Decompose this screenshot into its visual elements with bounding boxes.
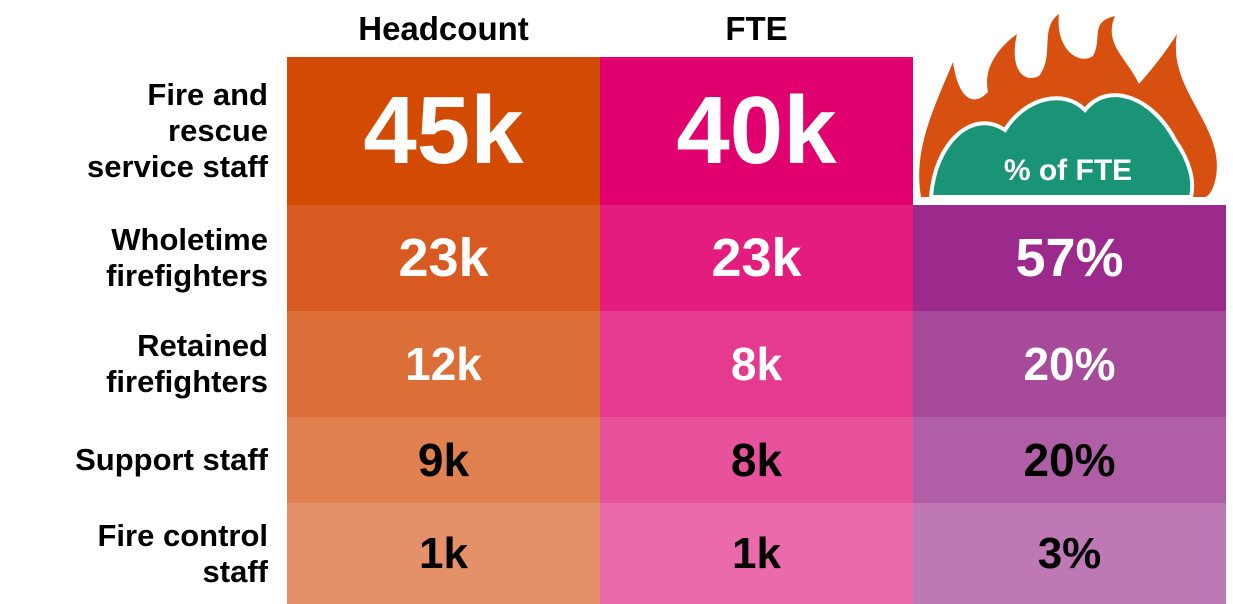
value-cell: 1k xyxy=(600,503,913,604)
label-line: Wholetime xyxy=(111,222,268,257)
row-label: Retained firefighters xyxy=(0,311,268,417)
row-label: Support staff xyxy=(0,417,268,503)
percent-header: % of FTE xyxy=(1004,154,1132,187)
value-cell: 8k xyxy=(600,311,913,417)
column-header: Headcount xyxy=(358,9,529,47)
value-cell: 3% xyxy=(913,503,1226,604)
label-line: firefighters xyxy=(106,258,268,293)
label-line: Support staff xyxy=(75,442,268,477)
flame-base xyxy=(928,93,1195,199)
value-cell: 23k xyxy=(287,205,600,311)
label-line: Fire and xyxy=(147,77,268,112)
label-line: rescue xyxy=(168,113,268,148)
value-cell: 20% xyxy=(913,311,1226,417)
row-label: Fire control staff xyxy=(0,503,268,604)
value-cell: 1k xyxy=(287,503,600,604)
row-label: Wholetime firefighters xyxy=(0,205,268,311)
value-cell: 20% xyxy=(913,417,1226,503)
value-cell: 40k xyxy=(600,57,913,205)
value-cell: 23k xyxy=(600,205,913,311)
label-line: firefighters xyxy=(106,364,268,399)
value-cell: 9k xyxy=(287,417,600,503)
label-line: Retained xyxy=(137,328,268,363)
label-line: Fire control xyxy=(97,517,268,553)
value-cell: 12k xyxy=(287,311,600,417)
label-line: staff xyxy=(202,553,268,589)
value-cell: 8k xyxy=(600,417,913,503)
flame-icon: % of FTE xyxy=(919,14,1217,199)
label-line: service staff xyxy=(87,149,268,184)
column-header: FTE xyxy=(725,9,788,47)
row-label: Fire and rescue service staff xyxy=(0,57,268,205)
value-cell: 45k xyxy=(287,57,600,205)
value-cell: 57% xyxy=(913,205,1226,311)
